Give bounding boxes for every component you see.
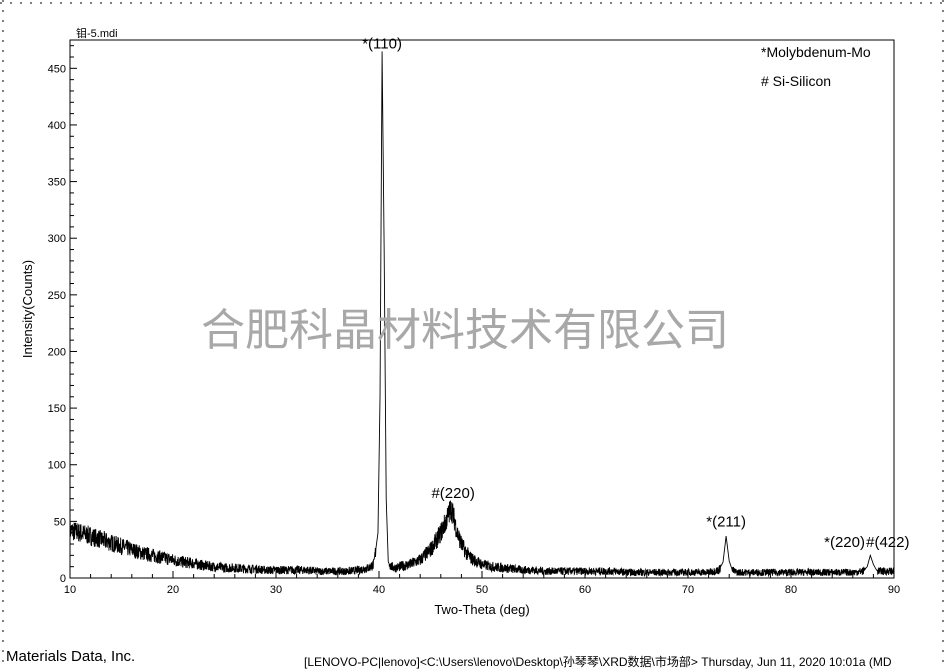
y-tick-label: 250 <box>48 290 66 302</box>
x-axis-title: Two-Theta (deg) <box>434 602 529 617</box>
y-tick-label: 0 <box>60 573 66 585</box>
footer-company: Materials Data, Inc. <box>6 648 136 665</box>
xrd-trace <box>69 51 895 578</box>
y-tick-label: 200 <box>48 346 66 358</box>
peak-annotation: #(422) <box>866 534 909 551</box>
peak-annotation: *(211) <box>706 513 746 530</box>
y-tick-label: 300 <box>48 233 66 245</box>
y-tick-label: 100 <box>48 460 66 472</box>
y-tick-label: 350 <box>48 177 66 189</box>
legend-entry-si: # Si-Silicon <box>761 73 831 89</box>
x-tick-label: 70 <box>682 584 694 596</box>
legend-entry-mo: *Molybdenum-Mo <box>761 44 871 60</box>
x-tick-label: 90 <box>888 584 900 596</box>
peak-annotation: #(220) <box>431 485 474 502</box>
file-label: 钼-5.mdi <box>76 26 118 40</box>
x-tick-label: 30 <box>270 584 282 596</box>
watermark: 合肥科晶材料技术有限公司 <box>201 305 729 356</box>
y-tick-label: 50 <box>54 516 66 528</box>
x-tick-label: 40 <box>373 584 385 596</box>
x-tick-label: 10 <box>64 584 76 596</box>
y-tick-label: 400 <box>48 120 66 132</box>
y-tick-label: 150 <box>48 403 66 415</box>
x-tick-label: 60 <box>579 584 591 596</box>
x-tick-label: 20 <box>167 584 179 596</box>
peak-annotation: *(110) <box>362 35 402 52</box>
x-tick-label: 50 <box>476 584 488 596</box>
y-axis-title: Intensity(Counts) <box>20 260 35 358</box>
x-tick-label: 80 <box>785 584 797 596</box>
y-tick-label: 450 <box>48 63 66 75</box>
peak-annotation: *(220) <box>824 534 865 551</box>
footer-path: [LENOVO-PC|lenovo]<C:\Users\lenovo\Deskt… <box>304 655 892 669</box>
